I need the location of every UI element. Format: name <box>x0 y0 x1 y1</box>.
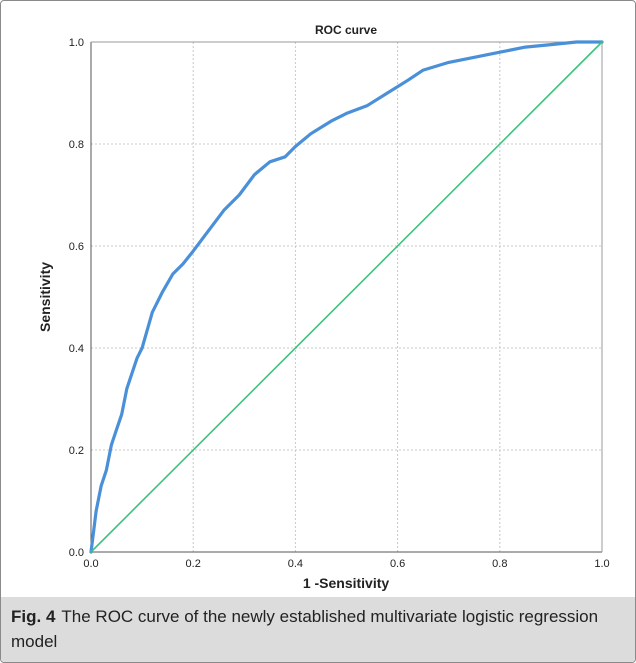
reference-diagonal-line <box>90 41 603 553</box>
x-tick-label: 0.2 <box>186 558 201 570</box>
series-group <box>89 40 604 554</box>
y-tick-label: 0.4 <box>69 343 84 355</box>
x-tick-label: 0.6 <box>390 558 405 570</box>
tick-labels: 0.0 0.2 0.4 0.6 0.8 1.0 0.0 0.2 0.4 0.6 0.8 1.0 <box>69 37 610 570</box>
x-tick-label: 0.4 <box>288 558 303 570</box>
x-tick-label: 1.0 <box>594 558 609 570</box>
y-tick-label: 0.8 <box>69 139 84 151</box>
x-tick-label: 0.8 <box>492 558 507 570</box>
grid <box>91 42 602 552</box>
figure-label: Fig. 4 <box>11 607 56 626</box>
y-axis-label: Sensitivity <box>37 262 53 332</box>
caption-box <box>1 597 635 662</box>
roc-chart: 0.0 0.2 0.4 0.6 0.8 1.0 0.0 0.2 0.4 0.6 0.8 1.0 ROC… <box>37 23 610 591</box>
x-tick-label: 0.0 <box>83 558 98 570</box>
chart-title: ROC curve <box>315 23 377 37</box>
y-tick-label: 0.2 <box>69 445 84 457</box>
x-axis-label: 1 -Sensitivity <box>303 575 390 591</box>
caption-text: The ROC curve of the newly established m… <box>11 607 599 651</box>
figure-caption: Fig. 4 The ROC curve of the newly establi… <box>11 604 611 654</box>
y-tick-label: 0.0 <box>69 547 84 559</box>
y-tick-label: 1.0 <box>69 37 84 49</box>
roc-curve-line <box>89 40 604 554</box>
y-tick-label: 0.6 <box>69 241 84 253</box>
axes <box>90 41 603 553</box>
